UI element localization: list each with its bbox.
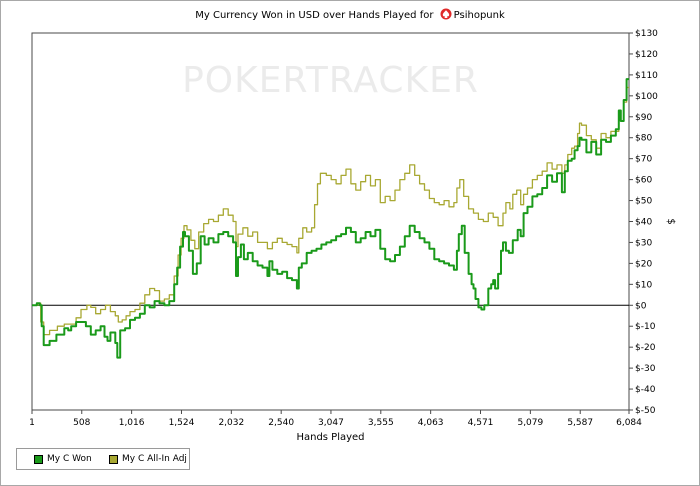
y-tick-label: $120	[635, 50, 658, 60]
y-tick-label: $30	[635, 238, 652, 248]
y-tick-label: $0	[635, 301, 647, 311]
legend-item-allin: My C All-In Adj	[109, 454, 187, 464]
y-tick-label: $-40	[635, 385, 656, 395]
x-tick-label: 4,063	[418, 418, 444, 428]
x-tick-label: 2,540	[268, 418, 294, 428]
y-tick-label: $130	[635, 29, 658, 39]
x-tick-label: 2,032	[218, 418, 244, 428]
x-tick-label: 1,524	[169, 418, 195, 428]
legend-item-won: My C Won	[34, 454, 92, 464]
y-tick-label: $-20	[635, 343, 656, 353]
y-tick-label: $60	[635, 176, 652, 186]
x-tick-label: 3,555	[368, 418, 394, 428]
y-tick-label: $-10	[635, 322, 656, 332]
legend-swatch-won	[34, 454, 43, 464]
x-tick-label: 1,016	[119, 418, 145, 428]
x-tick-label: 3,047	[318, 418, 344, 428]
y-tick-label: $70	[635, 155, 652, 165]
y-tick-label: $110	[635, 71, 658, 81]
y-tick-label: $100	[635, 92, 658, 102]
y-axis-title: $	[665, 218, 676, 224]
y-tick-label: $80	[635, 134, 652, 144]
legend-swatch-allin	[109, 454, 118, 464]
legend-label-won: My C Won	[47, 454, 92, 464]
y-tick-label: $-50	[635, 406, 656, 416]
x-tick-label: 508	[73, 418, 90, 428]
y-axis: $130 $120 $110 $100 $90 $80 $70 $60 $50 $40 $30 $20…	[629, 29, 658, 416]
chart-title-text: My Currency Won in USD over Hands Played…	[195, 10, 434, 21]
x-tick-label: 5,079	[517, 418, 543, 428]
x-tick-label: 5,587	[567, 418, 593, 428]
legend-label-allin: My C All-In Adj	[122, 454, 187, 464]
chart-title-player: Psihopunk	[453, 10, 505, 21]
series-line-my-c-won	[32, 78, 629, 359]
series-layer	[32, 78, 629, 359]
pokertracker-logo-icon	[440, 8, 452, 20]
pokertracker-watermark: POKERTRACKER	[182, 60, 479, 101]
series-line-my-c-all-in-adj	[32, 86, 629, 336]
x-axis: 1 508 1,016 1,524 2,032 2,540 3,047 3,555 4,063 4…	[29, 410, 642, 428]
x-tick-label: 6,084	[616, 418, 642, 428]
x-axis-title: Hands Played	[296, 432, 364, 443]
y-tick-label: $-30	[635, 364, 656, 374]
y-tick-label: $40	[635, 218, 652, 228]
chart-title: My Currency Won in USD over Hands Played…	[0, 8, 700, 21]
y-tick-label: $50	[635, 197, 652, 207]
legend: My C Won My C All-In Adj	[16, 448, 190, 470]
x-tick-label: 1	[29, 418, 35, 428]
y-tick-label: $20	[635, 259, 652, 269]
y-tick-label: $10	[635, 280, 652, 290]
x-tick-label: 4,571	[468, 418, 494, 428]
y-tick-label: $90	[635, 113, 652, 123]
